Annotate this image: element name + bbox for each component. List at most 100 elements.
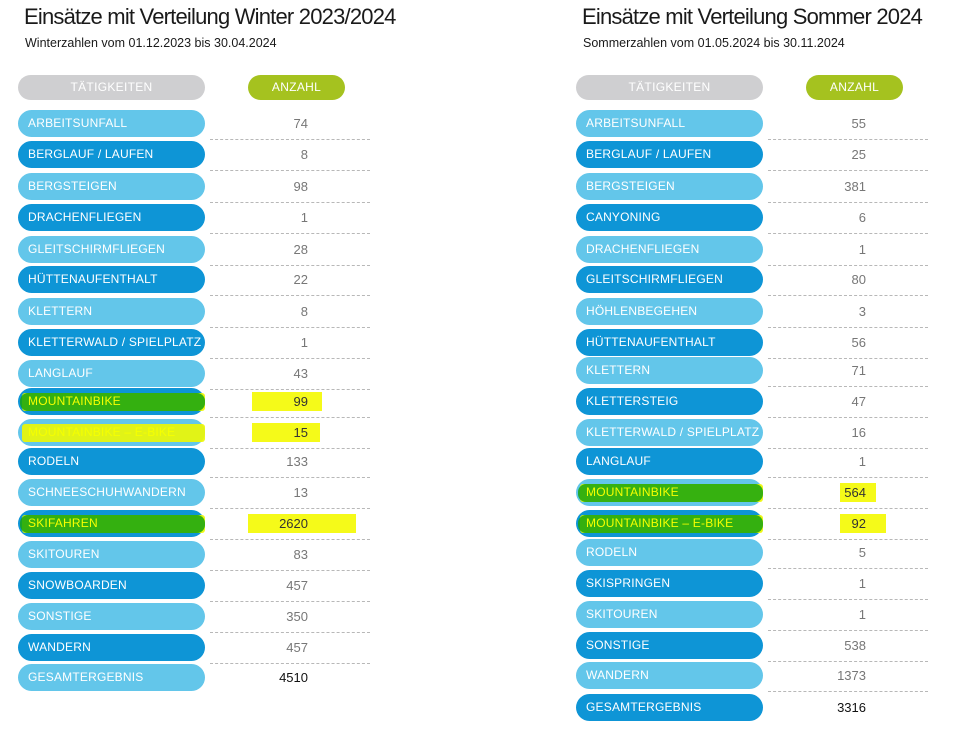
count-value: 92: [851, 516, 866, 531]
count-value: 457: [286, 578, 308, 593]
count-value: 71: [851, 363, 866, 378]
row-divider: [768, 386, 928, 387]
table-row: SKIFAHREN 2620: [0, 510, 400, 540]
summer-panel: Einsätze mit Verteilung Sommer 2024 Somm…: [558, 0, 958, 732]
row-divider: [768, 233, 928, 234]
activity-name: GESAMTERGEBNIS: [586, 700, 702, 714]
count-value: 1: [858, 454, 866, 469]
table-row: MOUNTAINBIKE 99: [0, 388, 400, 418]
activity-label: BERGSTEIGEN: [18, 173, 205, 200]
count-value: 5: [858, 545, 866, 560]
count-value: 1: [858, 242, 866, 257]
activity-name: BERGSTEIGEN: [586, 179, 675, 193]
activity-label: SONSTIGE: [576, 632, 763, 659]
row-divider: [210, 170, 370, 171]
table-row: BERGSTEIGEN 98: [0, 173, 400, 203]
activity-name: HÜTTENAUFENTHALT: [28, 272, 158, 286]
table-row: GLEITSCHIRMFLIEGEN 80: [558, 266, 958, 296]
activity-name: MOUNTAINBIKE: [28, 394, 121, 408]
row-divider: [210, 508, 370, 509]
activity-label: ARBEITSUNFALL: [576, 110, 763, 137]
activity-label: ARBEITSUNFALL: [18, 110, 205, 137]
summer-subtitle: Sommerzahlen vom 01.05.2024 bis 30.11.20…: [583, 36, 845, 50]
activity-label: SKIFAHREN: [18, 510, 205, 537]
activity-name: ARBEITSUNFALL: [586, 116, 686, 130]
table-row: MOUNTAINBIKE 564: [558, 479, 958, 509]
activity-name: KLETTERN: [586, 363, 651, 377]
table-row: WANDERN 1373: [558, 662, 958, 692]
activity-label: GESAMTERGEBNIS: [576, 694, 763, 721]
row-divider: [210, 601, 370, 602]
activity-label: SCHNEESCHUHWANDERN: [18, 479, 205, 506]
activity-label: BERGSTEIGEN: [576, 173, 763, 200]
row-divider: [210, 358, 370, 359]
activity-name: SONSTIGE: [586, 638, 650, 652]
activity-name: GLEITSCHIRMFLIEGEN: [28, 242, 165, 256]
table-row: LANGLAUF 1: [558, 448, 958, 478]
table-row: WANDERN 457: [0, 634, 400, 664]
activity-label: KLETTERN: [18, 298, 205, 325]
count-value: 1373: [837, 668, 866, 683]
activity-label: MOUNTAINBIKE: [18, 388, 205, 415]
activity-label: LANGLAUF: [18, 360, 205, 387]
activity-label: KLETTERWALD / SPIELPLATZ: [18, 329, 205, 356]
highlighter-mark: [252, 392, 322, 411]
activity-label: DRACHENFLIEGEN: [18, 204, 205, 231]
table-row: MOUNTAINBIKE – E-BIKE 15: [0, 419, 400, 449]
count-value: 1: [858, 576, 866, 591]
table-row: GESAMTERGEBNIS 4510: [0, 664, 400, 691]
activity-label: DRACHENFLIEGEN: [576, 236, 763, 263]
table-row: HÜTTENAUFENTHALT 22: [0, 266, 400, 296]
highlighter-mark: [840, 483, 876, 502]
row-divider: [768, 295, 928, 296]
summer-header-activity: TÄTIGKEITEN: [576, 75, 763, 100]
table-row: ARBEITSUNFALL 74: [0, 110, 400, 140]
activity-name: BERGLAUF / LAUFEN: [28, 147, 154, 161]
activity-label: BERGLAUF / LAUFEN: [18, 141, 205, 168]
row-divider: [210, 477, 370, 478]
row-divider: [768, 599, 928, 600]
table-row: DRACHENFLIEGEN 1: [558, 236, 958, 266]
summer-table: ARBEITSUNFALL 55 BERGLAUF / LAUFEN 25 BERGST…: [558, 0, 958, 732]
activity-label: KLETTERN: [576, 357, 763, 384]
count-value: 16: [851, 425, 866, 440]
row-divider: [768, 265, 928, 266]
table-row: GESAMTERGEBNIS 3316: [558, 694, 958, 721]
activity-label: KLETTERSTEIG: [576, 388, 763, 415]
summer-header-count: ANZAHL: [806, 75, 903, 100]
activity-name: DRACHENFLIEGEN: [586, 242, 700, 256]
table-row: DRACHENFLIEGEN 1: [0, 204, 400, 234]
activity-label: MOUNTAINBIKE: [576, 479, 763, 506]
activity-name: LANGLAUF: [28, 366, 93, 380]
count-value: 381: [844, 179, 866, 194]
winter-header-activity: TÄTIGKEITEN: [18, 75, 205, 100]
row-divider: [768, 661, 928, 662]
table-row: GLEITSCHIRMFLIEGEN 28: [0, 236, 400, 266]
table-row: BERGLAUF / LAUFEN 8: [0, 141, 400, 171]
row-divider: [210, 417, 370, 418]
row-divider: [210, 570, 370, 571]
winter-header-count: ANZAHL: [248, 75, 345, 100]
activity-label: SONSTIGE: [18, 603, 205, 630]
count-value: 1: [300, 335, 308, 350]
activity-name: SKITOUREN: [28, 547, 100, 561]
activity-name: KLETTERWALD / SPIELPLATZ: [28, 335, 202, 349]
table-row: KLETTERWALD / SPIELPLATZ 16: [558, 419, 958, 449]
count-value: 13: [293, 485, 308, 500]
row-divider: [210, 295, 370, 296]
count-value: 43: [293, 366, 308, 381]
activity-name: DRACHENFLIEGEN: [28, 210, 142, 224]
table-row: HÖHLENBEGEHEN 3: [558, 298, 958, 328]
row-divider: [210, 663, 370, 664]
activity-label: SNOWBOARDEN: [18, 572, 205, 599]
row-divider: [768, 630, 928, 631]
row-divider: [768, 477, 928, 478]
activity-label: LANGLAUF: [576, 448, 763, 475]
activity-name: BERGSTEIGEN: [28, 179, 117, 193]
table-row: SNOWBOARDEN 457: [0, 572, 400, 602]
winter-subtitle: Winterzahlen vom 01.12.2023 bis 30.04.20…: [25, 36, 277, 50]
highlighter-mark: [20, 515, 205, 533]
activity-label: GLEITSCHIRMFLIEGEN: [18, 236, 205, 263]
activity-label: MOUNTAINBIKE – E-BIKE: [18, 419, 205, 446]
activity-label: CANYONING: [576, 204, 763, 231]
